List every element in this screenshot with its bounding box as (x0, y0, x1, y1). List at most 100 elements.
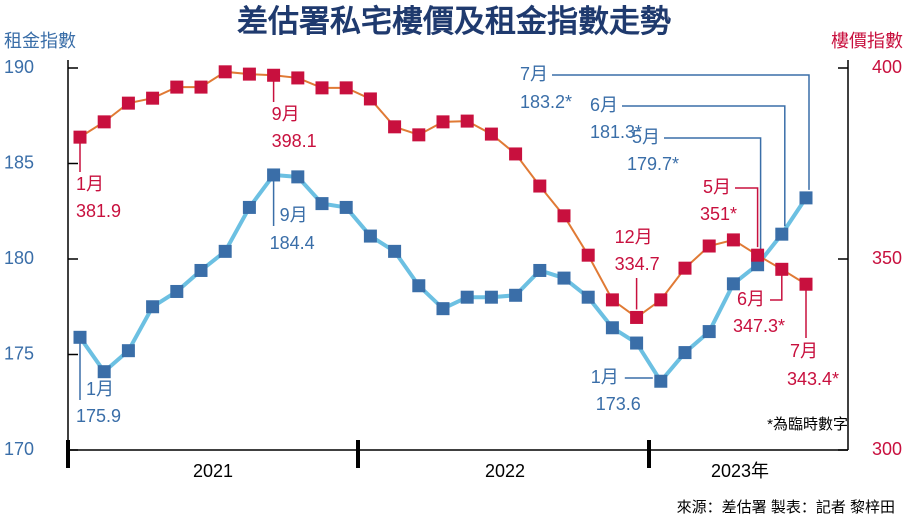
value-label: 334.7 (615, 254, 660, 274)
data-point (654, 293, 668, 307)
value-label: 381.9 (76, 201, 121, 221)
data-point (170, 80, 184, 94)
data-point (775, 227, 789, 241)
data-point (121, 344, 135, 358)
data-point (412, 128, 426, 142)
data-point (218, 65, 232, 79)
data-point (799, 191, 813, 205)
year-label: 2023年 (711, 461, 769, 481)
data-point (388, 120, 402, 134)
data-point (605, 293, 619, 307)
data-point (412, 279, 426, 293)
y-tick-label: 185 (4, 152, 34, 172)
data-point (460, 290, 474, 304)
y-tick-label: 180 (4, 248, 34, 268)
point-label: 5月 (703, 177, 731, 197)
point-label: 7月 (790, 341, 818, 361)
point-label: 6月 (737, 289, 765, 309)
leader-line (735, 187, 759, 248)
data-point (291, 71, 305, 85)
data-point (363, 92, 377, 106)
data-point (557, 209, 571, 223)
data-point (436, 115, 450, 129)
y2-tick-label: 300 (872, 439, 902, 459)
y-tick-label: 190 (4, 57, 34, 77)
value-label: 175.9 (76, 406, 121, 426)
data-point (654, 374, 668, 388)
point-label: 1月 (591, 367, 619, 387)
data-point (97, 115, 111, 129)
data-point (726, 233, 740, 247)
data-point (315, 197, 329, 211)
value-label: 181.3* (590, 122, 642, 142)
data-point (121, 96, 135, 110)
data-point (170, 284, 184, 298)
data-point (484, 127, 498, 141)
data-point (702, 239, 716, 253)
value-label: 173.6 (596, 394, 641, 414)
y2-axis-title: 樓價指數 (831, 31, 903, 51)
point-label: 1月 (76, 174, 104, 194)
y2-tick-label: 350 (872, 248, 902, 268)
value-label: 183.2* (520, 92, 572, 112)
data-point (581, 248, 595, 262)
data-point (678, 346, 692, 360)
value-label: 184.4 (270, 233, 315, 253)
point-label: 7月 (520, 64, 548, 84)
data-point (581, 290, 595, 304)
point-label: 12月 (615, 227, 653, 247)
data-point (630, 336, 644, 350)
year-label: 2022 (485, 461, 525, 481)
data-point (460, 114, 474, 128)
data-point (194, 263, 208, 277)
leader-line (622, 105, 786, 227)
point-label: 9月 (272, 104, 300, 124)
data-point (484, 290, 498, 304)
data-point (726, 277, 740, 291)
data-point (702, 325, 716, 339)
data-point (388, 244, 402, 258)
point-label: 9月 (280, 205, 308, 225)
chart-title: 差估署私宅樓價及租金指數走勢 (237, 4, 671, 39)
data-point (339, 81, 353, 95)
leader-line (770, 269, 783, 301)
data-point (315, 81, 329, 95)
point-label: 6月 (590, 95, 618, 115)
data-point (509, 288, 523, 302)
y2-tick-label: 400 (872, 57, 902, 77)
data-point (557, 271, 571, 285)
data-point (363, 229, 377, 243)
value-label: 343.4* (787, 369, 839, 389)
point-label: 1月 (86, 379, 114, 399)
data-point (533, 179, 547, 193)
data-point (218, 244, 232, 258)
y-axis-title: 租金指數 (4, 31, 76, 51)
data-point (436, 302, 450, 316)
data-point (678, 261, 692, 275)
data-point (605, 321, 619, 335)
data-point (533, 263, 547, 277)
data-point (146, 91, 160, 105)
data-point (146, 300, 160, 314)
y-tick-label: 170 (4, 439, 34, 459)
point-label: 5月 (632, 127, 660, 147)
value-label: 347.3* (733, 316, 785, 336)
footnote: *為臨時數字 (767, 416, 848, 433)
data-point (339, 200, 353, 214)
series-line (78, 172, 808, 385)
data-point (97, 365, 111, 379)
data-point (509, 147, 523, 161)
data-point (194, 80, 208, 94)
data-point (242, 200, 256, 214)
data-point (242, 67, 256, 81)
value-label: 351* (700, 204, 737, 224)
y-tick-label: 175 (4, 343, 34, 363)
year-label: 2021 (193, 461, 233, 481)
source: 來源：差估署 製表：記者 黎梓田 (677, 499, 895, 516)
leader-line (664, 137, 762, 257)
data-point (751, 248, 765, 262)
data-point (291, 170, 305, 184)
value-label: 179.7* (627, 154, 679, 174)
